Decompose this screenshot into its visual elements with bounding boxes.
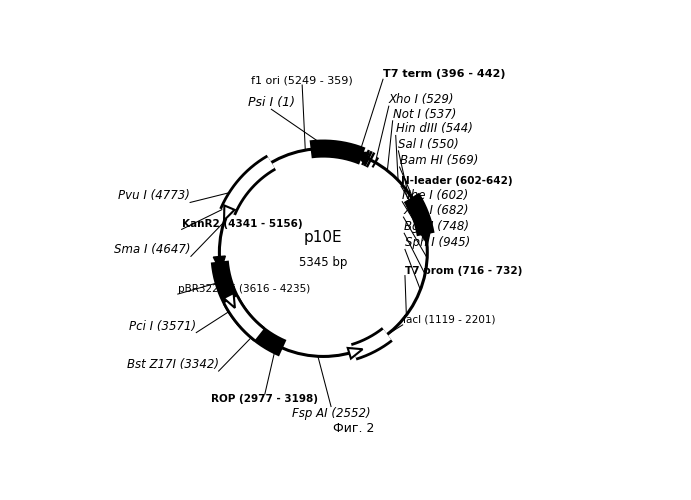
Text: f1 ori (5249 - 359): f1 ori (5249 - 359) xyxy=(252,75,353,85)
Text: 5345 bp: 5345 bp xyxy=(299,256,348,268)
Polygon shape xyxy=(348,348,363,358)
Text: Bst Z17I (3342): Bst Z17I (3342) xyxy=(126,358,218,371)
Text: Bgl II (748): Bgl II (748) xyxy=(404,220,469,233)
Text: p10E: p10E xyxy=(304,230,343,244)
Text: Psi I (1): Psi I (1) xyxy=(248,96,295,110)
Polygon shape xyxy=(224,293,235,308)
Polygon shape xyxy=(353,152,369,164)
Text: Hin dIII (544): Hin dIII (544) xyxy=(396,122,473,136)
Text: lacI (1119 - 2201): lacI (1119 - 2201) xyxy=(403,315,495,325)
Text: Fsp AI (2552): Fsp AI (2552) xyxy=(292,406,370,420)
Polygon shape xyxy=(214,256,225,272)
Text: Sma I (4647): Sma I (4647) xyxy=(115,244,191,256)
Text: KanR2 (4341 - 5156): KanR2 (4341 - 5156) xyxy=(182,220,302,230)
Text: Nhe I (602): Nhe I (602) xyxy=(402,188,468,202)
Text: Фиг. 2: Фиг. 2 xyxy=(334,422,375,436)
Text: Xba I (682): Xba I (682) xyxy=(404,204,469,217)
Polygon shape xyxy=(419,228,430,244)
Text: Bam HI (569): Bam HI (569) xyxy=(399,154,478,167)
Text: ROP (2977 - 3198): ROP (2977 - 3198) xyxy=(211,394,319,404)
Text: Not I (537): Not I (537) xyxy=(392,108,456,121)
Text: Sph I (945): Sph I (945) xyxy=(405,236,470,250)
Text: N-leader (602-642): N-leader (602-642) xyxy=(401,176,513,186)
Text: T7 prom (716 - 732): T7 prom (716 - 732) xyxy=(405,266,522,276)
Polygon shape xyxy=(224,206,234,220)
Text: Pci I (3571): Pci I (3571) xyxy=(129,320,196,332)
Text: Xho I (529): Xho I (529) xyxy=(389,93,454,106)
Text: Pvu I (4773): Pvu I (4773) xyxy=(118,190,190,202)
Text: pBR322 ori (3616 - 4235): pBR322 ori (3616 - 4235) xyxy=(178,284,310,294)
Text: T7 term (396 - 442): T7 term (396 - 442) xyxy=(383,69,506,79)
Text: Sal I (550): Sal I (550) xyxy=(399,138,459,151)
